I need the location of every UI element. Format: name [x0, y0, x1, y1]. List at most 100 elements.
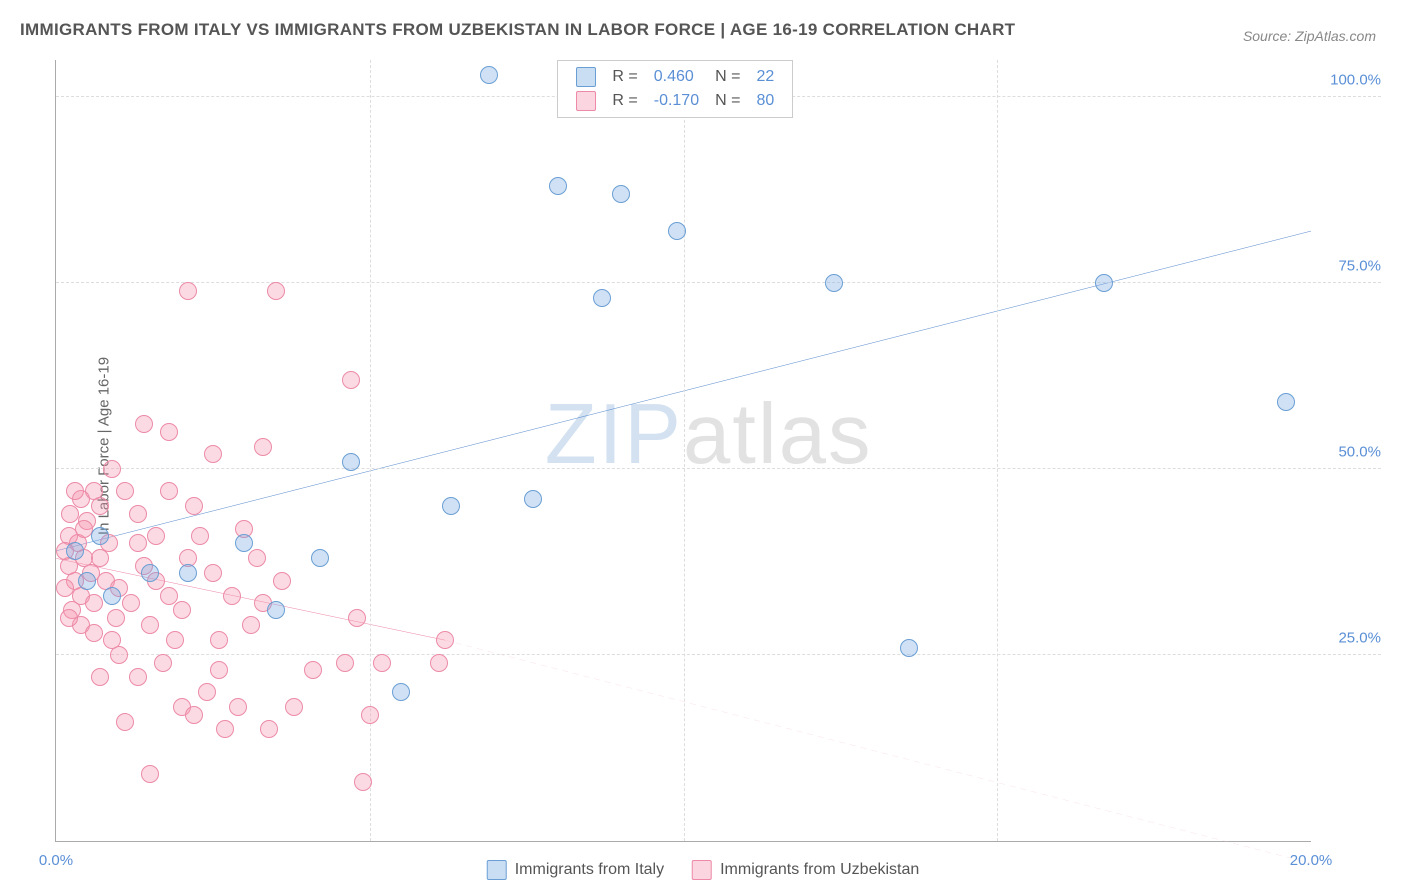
legend-r-label: R =	[604, 65, 645, 89]
scatter-point	[129, 668, 147, 686]
scatter-point	[85, 594, 103, 612]
scatter-point	[354, 773, 372, 791]
scatter-point	[129, 505, 147, 523]
scatter-point	[116, 482, 134, 500]
legend-swatch	[692, 860, 712, 880]
scatter-point	[210, 661, 228, 679]
scatter-point	[593, 289, 611, 307]
chart-area: ZIPatlas 25.0%50.0%75.0%100.0%0.0%20.0% …	[55, 60, 1311, 842]
scatter-point	[342, 453, 360, 471]
scatter-point	[198, 683, 216, 701]
legend-label: Immigrants from Uzbekistan	[720, 861, 919, 879]
gridline-horizontal	[56, 282, 1381, 283]
scatter-point	[223, 587, 241, 605]
scatter-point	[311, 549, 329, 567]
chart-title: IMMIGRANTS FROM ITALY VS IMMIGRANTS FROM…	[20, 20, 1015, 40]
scatter-point	[285, 698, 303, 716]
legend-r-value: 0.460	[646, 65, 707, 89]
scatter-point	[267, 282, 285, 300]
scatter-point	[160, 482, 178, 500]
scatter-point	[103, 460, 121, 478]
scatter-point	[129, 534, 147, 552]
legend-item: Immigrants from Italy	[487, 860, 664, 880]
scatter-point	[103, 631, 121, 649]
scatter-point	[216, 720, 234, 738]
scatter-point	[273, 572, 291, 590]
scatter-point	[85, 624, 103, 642]
scatter-point	[91, 668, 109, 686]
scatter-point	[361, 706, 379, 724]
scatter-point	[204, 564, 222, 582]
scatter-point	[430, 654, 448, 672]
scatter-point	[668, 222, 686, 240]
scatter-point	[78, 572, 96, 590]
scatter-point	[160, 587, 178, 605]
scatter-point	[66, 482, 84, 500]
legend-n-value: 80	[748, 89, 782, 113]
scatter-point	[373, 654, 391, 672]
scatter-point	[248, 549, 266, 567]
scatter-point	[141, 616, 159, 634]
y-tick-label: 100.0%	[1330, 72, 1381, 89]
legend-n-label: N =	[707, 65, 748, 89]
scatter-point	[103, 587, 121, 605]
scatter-point	[480, 66, 498, 84]
scatter-point	[173, 601, 191, 619]
scatter-point	[179, 564, 197, 582]
gridline-vertical	[684, 60, 685, 841]
scatter-point	[900, 639, 918, 657]
legend-r-label: R =	[604, 89, 645, 113]
legend-swatch	[576, 91, 596, 111]
scatter-point	[135, 415, 153, 433]
legend-row: R =0.460N =22	[568, 65, 782, 89]
x-tick-label: 20.0%	[1290, 852, 1333, 869]
scatter-point	[235, 534, 253, 552]
scatter-point	[166, 631, 184, 649]
legend-item: Immigrants from Uzbekistan	[692, 860, 919, 880]
legend-n-value: 22	[748, 65, 782, 89]
scatter-point	[154, 654, 172, 672]
scatter-point	[336, 654, 354, 672]
scatter-point	[91, 527, 109, 545]
scatter-point	[141, 765, 159, 783]
scatter-point	[210, 631, 228, 649]
scatter-point	[60, 609, 78, 627]
y-tick-label: 75.0%	[1338, 258, 1381, 275]
scatter-point	[66, 542, 84, 560]
scatter-point	[348, 609, 366, 627]
y-tick-label: 50.0%	[1338, 444, 1381, 461]
scatter-point	[342, 371, 360, 389]
legend-n-label: N =	[707, 89, 748, 113]
scatter-point	[825, 274, 843, 292]
legend-r-value: -0.170	[646, 89, 707, 113]
scatter-point	[267, 601, 285, 619]
scatter-point	[179, 282, 197, 300]
scatter-point	[524, 490, 542, 508]
watermark: ZIPatlas	[545, 386, 873, 484]
scatter-point	[1095, 274, 1113, 292]
scatter-point	[229, 698, 247, 716]
scatter-point	[91, 497, 109, 515]
scatter-point	[61, 505, 79, 523]
gridline-vertical	[997, 60, 998, 841]
legend-swatch	[576, 67, 596, 87]
scatter-point	[242, 616, 260, 634]
scatter-point	[122, 594, 140, 612]
scatter-point	[436, 631, 454, 649]
source-attribution: Source: ZipAtlas.com	[1243, 28, 1376, 44]
gridline-horizontal	[56, 468, 1381, 469]
series-legend: Immigrants from Italy Immigrants from Uzb…	[487, 860, 920, 880]
gridline-vertical	[370, 60, 371, 841]
scatter-point	[304, 661, 322, 679]
correlation-legend: R =0.460N =22R =-0.170N =80	[557, 60, 793, 118]
scatter-point	[254, 438, 272, 456]
scatter-point	[612, 185, 630, 203]
scatter-point	[191, 527, 209, 545]
legend-label: Immigrants from Italy	[515, 861, 664, 879]
scatter-point	[185, 706, 203, 724]
plot-region: ZIPatlas 25.0%50.0%75.0%100.0%0.0%20.0%	[55, 60, 1311, 842]
scatter-point	[107, 609, 125, 627]
scatter-point	[116, 713, 134, 731]
scatter-point	[204, 445, 222, 463]
scatter-point	[549, 177, 567, 195]
